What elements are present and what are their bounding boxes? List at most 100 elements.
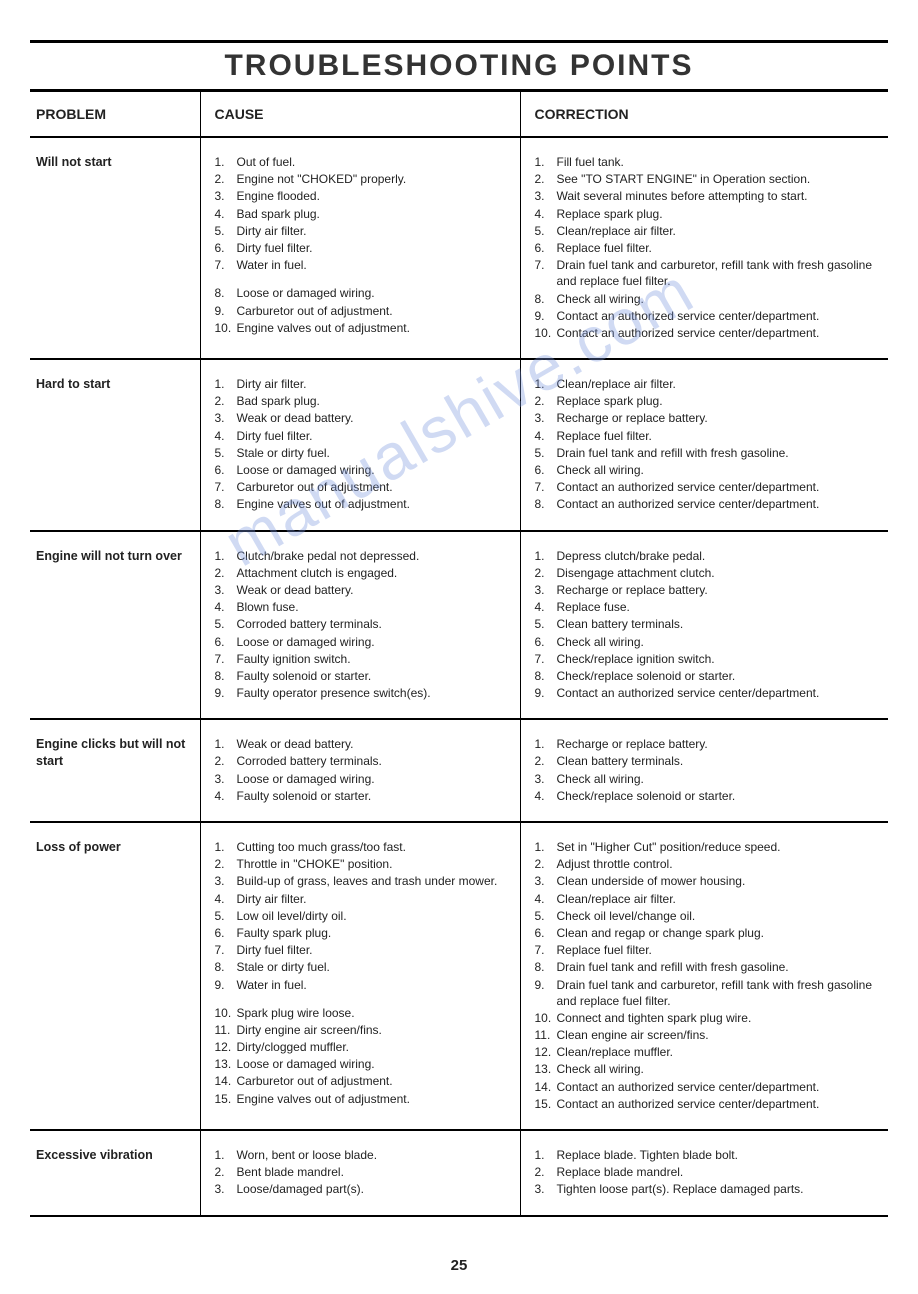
item-text: Carburetor out of adjustment. — [237, 479, 512, 495]
list-item: 7.Faulty ignition switch. — [215, 651, 512, 667]
cause-list: 1.Clutch/brake pedal not depressed.2.Att… — [215, 548, 512, 702]
item-number: 2. — [535, 1164, 557, 1180]
problem-label: Loss of power — [36, 839, 192, 856]
item-text: Recharge or replace battery. — [557, 410, 881, 426]
troubleshooting-table: PROBLEM CAUSE CORRECTION Will not start 1… — [30, 92, 888, 1217]
item-number: 3. — [535, 1181, 557, 1197]
problem-label: Engine will not turn over — [36, 548, 192, 565]
top-horizontal-rule — [30, 40, 888, 43]
list-item: 5.Drain fuel tank and refill with fresh … — [535, 445, 881, 461]
problem-label: Hard to start — [36, 376, 192, 393]
item-text: Contact an authorized service center/dep… — [557, 496, 881, 512]
cause-cell: 1.Out of fuel.2.Engine not "CHOKED" prop… — [200, 137, 520, 359]
item-number: 4. — [535, 788, 557, 804]
problem-label: Will not start — [36, 154, 192, 171]
item-text: Loose or damaged wiring. — [237, 1056, 512, 1072]
list-item: 5.Low oil level/dirty oil. — [215, 908, 512, 924]
item-text: Check all wiring. — [557, 291, 881, 307]
item-number: 2. — [215, 1164, 237, 1180]
list-item: 4.Clean/replace air filter. — [535, 891, 881, 907]
item-number: 5. — [215, 223, 237, 239]
item-text: Blown fuse. — [237, 599, 512, 615]
item-number: 3. — [215, 771, 237, 787]
list-item: 1.Worn, bent or loose blade. — [215, 1147, 512, 1163]
item-number: 10. — [535, 1010, 557, 1026]
item-text: Dirty fuel filter. — [237, 942, 512, 958]
cause-list: 1.Weak or dead battery.2.Corroded batter… — [215, 736, 512, 804]
list-item: 6.Loose or damaged wiring. — [215, 462, 512, 478]
problem-cell: Will not start — [30, 137, 200, 359]
item-text: Check all wiring. — [557, 771, 881, 787]
list-item: 1.Dirty air filter. — [215, 376, 512, 392]
item-number: 6. — [535, 240, 557, 256]
item-text: Clutch/brake pedal not depressed. — [237, 548, 512, 564]
item-number: 4. — [535, 599, 557, 615]
list-item: 8.Stale or dirty fuel. — [215, 959, 512, 975]
list-item: 2.Throttle in "CHOKE" position. — [215, 856, 512, 872]
item-number: 4. — [215, 599, 237, 615]
list-item: 8.Drain fuel tank and refill with fresh … — [535, 959, 881, 975]
list-item: 9.Contact an authorized service center/d… — [535, 685, 881, 701]
item-text: Low oil level/dirty oil. — [237, 908, 512, 924]
list-item: 1.Clutch/brake pedal not depressed. — [215, 548, 512, 564]
list-item: 5.Clean battery terminals. — [535, 616, 881, 632]
item-number: 1. — [215, 839, 237, 855]
table-header-row: PROBLEM CAUSE CORRECTION — [30, 92, 888, 137]
item-number: 2. — [215, 856, 237, 872]
list-item: 3.Weak or dead battery. — [215, 410, 512, 426]
item-text: Engine valves out of adjustment. — [237, 320, 512, 336]
item-number: 8. — [535, 291, 557, 307]
item-text: Replace fuel filter. — [557, 428, 881, 444]
item-text: Replace fuse. — [557, 599, 881, 615]
item-number: 8. — [535, 668, 557, 684]
item-text: Weak or dead battery. — [237, 410, 512, 426]
item-number: 9. — [535, 977, 557, 993]
item-text: Contact an authorized service center/dep… — [557, 308, 881, 324]
item-number: 6. — [535, 634, 557, 650]
item-text: Contact an authorized service center/dep… — [557, 479, 881, 495]
item-text: Loose or damaged wiring. — [237, 771, 512, 787]
item-text: Stale or dirty fuel. — [237, 959, 512, 975]
item-text: Faulty solenoid or starter. — [237, 788, 512, 804]
problem-cell: Engine clicks but will not start — [30, 719, 200, 822]
item-text: Clean/replace air filter. — [557, 376, 881, 392]
item-number: 4. — [215, 788, 237, 804]
list-item: 4.Replace fuse. — [535, 599, 881, 615]
item-text: Build-up of grass, leaves and trash unde… — [237, 873, 512, 889]
item-text: Carburetor out of adjustment. — [237, 303, 512, 319]
item-text: Bent blade mandrel. — [237, 1164, 512, 1180]
item-number: 3. — [215, 582, 237, 598]
list-item: 2.Bent blade mandrel. — [215, 1164, 512, 1180]
table-body: Will not start 1.Out of fuel.2.Engine not… — [30, 137, 888, 1216]
item-text: Engine flooded. — [237, 188, 512, 204]
list-item: 7.Drain fuel tank and carburetor, refill… — [535, 257, 881, 289]
item-text: Check all wiring. — [557, 1061, 881, 1077]
page-title: TROUBLESHOOTING POINTS — [30, 49, 888, 83]
item-number: 8. — [535, 959, 557, 975]
list-item: 9.Contact an authorized service center/d… — [535, 308, 881, 324]
list-item: 5.Check oil level/change oil. — [535, 908, 881, 924]
item-text: Contact an authorized service center/dep… — [557, 685, 881, 701]
table-row: Will not start 1.Out of fuel.2.Engine not… — [30, 137, 888, 359]
item-number: 9. — [215, 685, 237, 701]
item-number: 7. — [215, 257, 237, 273]
item-number: 3. — [535, 582, 557, 598]
list-item: 3.Tighten loose part(s). Replace damaged… — [535, 1181, 881, 1197]
item-number: 1. — [535, 1147, 557, 1163]
item-text: Corroded battery terminals. — [237, 753, 512, 769]
item-text: Faulty ignition switch. — [237, 651, 512, 667]
item-text: Faulty operator presence switch(es). — [237, 685, 512, 701]
item-number: 1. — [535, 736, 557, 752]
correction-list: 1.Depress clutch/brake pedal.2.Disengage… — [535, 548, 881, 702]
list-item: 6.Faulty spark plug. — [215, 925, 512, 941]
cause-list: 1.Dirty air filter.2.Bad spark plug.3.We… — [215, 376, 512, 513]
table-row: Excessive vibration1.Worn, bent or loose… — [30, 1130, 888, 1216]
item-text: Engine not "CHOKED" properly. — [237, 171, 512, 187]
item-text: Check all wiring. — [557, 634, 881, 650]
item-number: 4. — [215, 428, 237, 444]
list-item: 10.Engine valves out of adjustment. — [215, 320, 512, 336]
cause-cell: 1.Worn, bent or loose blade.2.Bent blade… — [200, 1130, 520, 1216]
list-item: 3.Engine flooded. — [215, 188, 512, 204]
list-item: 6.Dirty fuel filter. — [215, 240, 512, 256]
item-number: 2. — [215, 753, 237, 769]
